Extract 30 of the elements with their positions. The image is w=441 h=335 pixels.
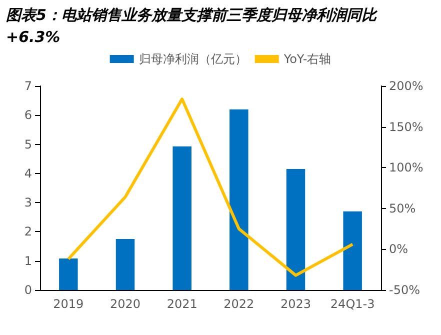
- legend-label: YoY-右轴: [282, 52, 332, 66]
- x-tick-label: 2021: [166, 297, 198, 311]
- chart-title: 图表5：电站销售业务放量支撑前三季度归母净利润同比+6.3%: [6, 5, 378, 48]
- bar: [230, 109, 248, 290]
- y-tick-label: 5: [24, 137, 32, 152]
- legend-label: 归母净利润（亿元）: [138, 52, 247, 66]
- y2-tick-label: 150%: [389, 120, 424, 134]
- y2-tick-label: 100%: [389, 160, 424, 175]
- y-tick-label: 7: [24, 79, 32, 93]
- y-tick-label: 4: [24, 166, 32, 180]
- y-tick-label: 6: [24, 108, 32, 122]
- bar: [59, 258, 78, 290]
- y-tick-label: 0: [24, 283, 32, 297]
- line-series: [66, 98, 354, 277]
- y2-tick-label: 50%: [389, 201, 416, 216]
- bar: [343, 211, 362, 290]
- y2-tick-label: 0%: [389, 242, 408, 256]
- y-tick-label: 1: [24, 254, 32, 268]
- x-tick-label: 24Q1-3: [330, 297, 375, 311]
- y-tick-label: 3: [24, 196, 32, 210]
- y-tick-label: 2: [24, 224, 32, 239]
- x-tick-label: 2023: [280, 297, 312, 311]
- bar: [172, 146, 192, 290]
- x-tick-label: 2019: [53, 297, 84, 311]
- y2-tick-label: -50%: [389, 283, 420, 297]
- bar: [286, 169, 306, 290]
- x-tick-label: 2022: [224, 297, 254, 311]
- x-tick-label: 2020: [110, 297, 141, 311]
- y2-tick-label: 200%: [389, 79, 424, 93]
- bar: [116, 239, 135, 290]
